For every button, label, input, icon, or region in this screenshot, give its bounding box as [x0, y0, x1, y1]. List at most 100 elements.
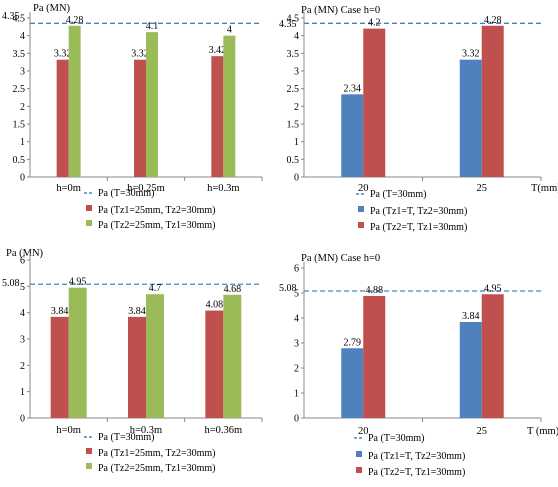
chart-svg: Pa (MN) 0 0.5 1 1.5 2 2.5 3 3.5 4 4.54.35 h=0m 3.32 4…: [2, 3, 263, 231]
chart-panel-top-right: Pa (MN) Case h=0 0 0.5 1 1.5 2 2.5 3 3.5 4 4.5 4.35…: [279, 0, 558, 244]
bar-2: [146, 294, 164, 418]
y-tick-label: 0: [294, 173, 299, 184]
data-label: 4.08: [206, 300, 224, 311]
bar-1: [56, 59, 69, 178]
bar-1: [50, 316, 69, 418]
x-tick-label: h=0.3m: [130, 425, 162, 436]
data-label: 3.32: [462, 49, 480, 60]
data-label: 2.34: [344, 83, 362, 94]
legend-label-series-2: Pa (Tz2=25mm, Tz1=30mm): [98, 463, 215, 474]
legend-swatch-series-2: [358, 222, 364, 228]
legend-swatch-series-1: [358, 206, 364, 212]
chart-panel-bottom-left: Pa (MN) 0 1 2 3 4 5 6 5.08 h=0m 3.84 4.95 h=0.3m 3.84…: [0, 244, 279, 487]
legend-swatch-series-1: [86, 448, 92, 454]
y-tick-label: 1: [294, 137, 299, 148]
data-label: 4.88: [366, 285, 384, 296]
reference-value-label: 4.35: [2, 11, 20, 22]
bar-1: [211, 56, 224, 177]
bar-2: [481, 25, 504, 178]
legend-label-reference: Pa (T=30mm): [368, 433, 424, 444]
y-tick-label: 1.5: [287, 120, 300, 131]
chart-title: Pa (MN): [33, 3, 71, 14]
bar-2: [481, 294, 504, 418]
y-tick-label: 0: [294, 414, 299, 425]
x-tick-label: 20: [358, 426, 369, 437]
data-label: 3.32: [131, 49, 149, 60]
chart-title: Pa (MN) Case h=0: [301, 253, 380, 264]
bar-1: [341, 348, 364, 418]
legend-label-reference: Pa (T=30mm): [98, 432, 154, 443]
chart-svg: Pa (MN) Case h=0 0 1 2 3 4 5 6 5.08 20 2.79 4.88 25 3…: [279, 253, 558, 478]
y-tick-label: 4: [20, 31, 25, 42]
x-tick-label: h=0.3m: [207, 183, 239, 194]
x-axis-label: T(mm): [531, 183, 558, 194]
y-tick-label: 0: [20, 173, 25, 184]
x-axis-label: T (mm): [527, 426, 558, 437]
data-label: 4.28: [66, 15, 84, 26]
legend-label-series-1: Pa (Tz1=T, Tz2=30mm): [370, 206, 467, 217]
y-tick-label: 0: [20, 414, 25, 425]
legend-swatch-series-2: [86, 463, 92, 469]
y-tick-label: 4: [294, 31, 299, 42]
y-tick-label: 4.5: [13, 14, 26, 25]
bar-1: [134, 59, 146, 178]
x-tick-label: h=0m: [56, 425, 81, 436]
y-tick-label: 1: [20, 137, 25, 148]
legend-label-series-2: Pa (Tz2=T, Tz1=30mm): [370, 222, 467, 233]
chart-svg: Pa (MN) 0 1 2 3 4 5 65.08 h=0m 3.84 4.95 h=0.3m 3.84…: [2, 248, 263, 474]
bar-1: [128, 316, 146, 418]
legend-swatch-series-2: [356, 467, 362, 473]
reference-value-label: 5.08: [279, 283, 297, 294]
legend-label-reference: Pa (T=30mm): [98, 188, 154, 199]
x-tick-label: h=0.36m: [204, 425, 242, 436]
y-tick-label: 5: [20, 282, 25, 293]
bar-2: [68, 287, 87, 418]
y-tick-label: 4: [294, 314, 299, 325]
y-tick-label: 5: [294, 289, 299, 300]
legend-label-series-2: Pa (Tz2=25mm, Tz1=30mm): [98, 220, 215, 231]
chart-panel-top-left: Pa (MN) 0 0.5 1 1.5 2 2.5 3 3.5 4 4.5 4.35 h=0m 3.32 4…: [0, 0, 279, 244]
data-label: 3.84: [462, 311, 480, 322]
y-tick-label: 3: [294, 339, 299, 350]
x-tick-label: h=0.25m: [127, 183, 165, 194]
legend-label-series-1: Pa (Tz1=25mm, Tz2=30mm): [98, 448, 215, 459]
y-tick-label: 2: [294, 102, 299, 113]
y-tick-label: 6: [294, 264, 299, 275]
data-label: 4: [227, 25, 232, 36]
legend-label-series-1: Pa (Tz1=T, Tz2=30mm): [368, 451, 465, 462]
data-label: 4.7: [149, 283, 162, 294]
y-tick-label: 3: [294, 67, 299, 78]
chart-title: Pa (MN) Case h=0: [301, 5, 380, 16]
bar-1: [205, 310, 224, 418]
chart-panel-bottom-right: Pa (MN) Case h=0 0 1 2 3 4 5 6 5.08 20 2.79 4.88 25 3…: [279, 244, 558, 487]
bar-2: [363, 296, 386, 418]
y-tick-label: 6: [20, 256, 25, 267]
bar-2: [363, 28, 386, 177]
y-tick-label: 4: [20, 308, 25, 319]
x-tick-label: 20: [358, 183, 369, 194]
reference-value-label: 4.35: [279, 19, 297, 30]
x-tick-label: h=0m: [56, 183, 81, 194]
y-tick-label: 3: [20, 335, 25, 346]
data-label: 4.1: [146, 21, 159, 32]
y-tick-label: 4.5: [287, 14, 300, 25]
legend-label-series-2: Pa (Tz2=T, Tz1=30mm): [368, 467, 465, 478]
y-tick-label: 2.5: [13, 84, 26, 95]
bar-2: [68, 25, 81, 178]
legend-label-series-1: Pa (Tz1=25mm, Tz2=30mm): [98, 205, 215, 216]
legend-swatch-series-1: [356, 451, 362, 457]
y-tick-label: 0.5: [287, 155, 300, 166]
data-label: 4.95: [69, 277, 87, 288]
bar-2: [223, 294, 242, 418]
legend-label-reference: Pa (T=30mm): [370, 189, 426, 200]
y-tick-label: 2: [294, 364, 299, 375]
y-tick-label: 2: [20, 361, 25, 372]
chart-title: Pa (MN): [6, 248, 44, 259]
bar-2: [223, 35, 236, 177]
data-label: 3.84: [51, 306, 69, 317]
reference-value-label: 5.08: [2, 278, 20, 289]
y-tick-label: 1.5: [13, 120, 26, 131]
y-tick-label: 1: [20, 387, 25, 398]
y-tick-label: 3.5: [287, 49, 300, 60]
y-tick-label: 1: [294, 389, 299, 400]
